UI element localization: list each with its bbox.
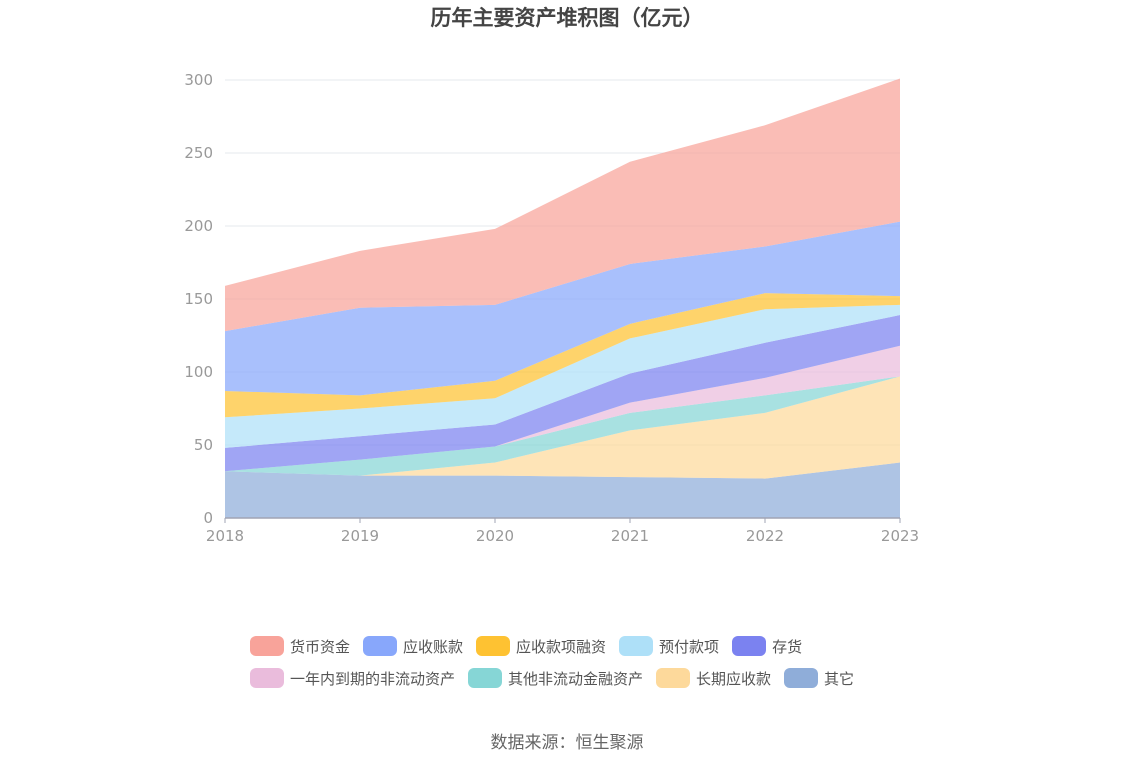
chart-title: 历年主要资产堆积图（亿元） [430, 6, 704, 30]
y-tick-label: 200 [184, 217, 213, 235]
x-tick-label: 2019 [341, 527, 379, 545]
legend: 货币资金 应收账款 应收款项融资 预付款项 存货 一年内到期的非流动资产 其他非流动金融资… [250, 630, 930, 694]
legend-label: 应收款项融资 [516, 637, 607, 656]
legend-swatch [250, 636, 284, 656]
legend-label: 存货 [772, 637, 803, 656]
area-series [225, 376, 900, 479]
legend-label: 其他非流动金融资产 [508, 669, 644, 688]
legend-item[interactable]: 一年内到期的非流动资产 [250, 668, 455, 689]
legend-label: 预付款项 [659, 637, 720, 656]
legend-item[interactable]: 存货 [732, 636, 802, 657]
legend-item[interactable]: 其他非流动金融资产 [468, 668, 643, 689]
legend-swatch [619, 636, 654, 656]
y-tick-label: 100 [184, 363, 213, 381]
legend-swatch [784, 668, 819, 688]
area-series [225, 221, 900, 396]
legend-item[interactable]: 预付款项 [619, 636, 719, 657]
x-tick-label: 2022 [746, 527, 784, 545]
legend-label: 一年内到期的非流动资产 [290, 669, 456, 688]
legend-swatch [468, 668, 503, 688]
legend-item[interactable]: 应收账款 [363, 636, 463, 657]
y-tick-label: 150 [184, 290, 213, 308]
y-tick-label: 50 [194, 436, 213, 454]
legend-row: 一年内到期的非流动资产 其他非流动金融资产 长期应收款 其它 [250, 662, 930, 694]
legend-item[interactable]: 其它 [784, 668, 854, 689]
area-series [225, 78, 900, 332]
area-series [225, 376, 900, 476]
legend-swatch [476, 636, 511, 656]
legend-swatch [250, 668, 284, 688]
legend-label: 其它 [824, 669, 855, 688]
x-tick-label: 2018 [206, 527, 244, 545]
legend-label: 应收账款 [403, 637, 464, 656]
legend-swatch [363, 636, 398, 656]
legend-label: 长期应收款 [696, 669, 772, 688]
legend-swatch [656, 668, 691, 688]
legend-item[interactable]: 货币资金 [250, 636, 350, 657]
y-tick-label: 250 [184, 144, 213, 162]
legend-row: 货币资金 应收账款 应收款项融资 预付款项 存货 [250, 630, 930, 662]
y-tick-label: 300 [184, 71, 213, 89]
area-series [225, 462, 900, 518]
x-tick-label: 2021 [611, 527, 649, 545]
x-tick-label: 2020 [476, 527, 514, 545]
legend-swatch [732, 636, 767, 656]
legend-label: 货币资金 [290, 637, 351, 656]
legend-item[interactable]: 应收款项融资 [476, 636, 606, 657]
source-text: 数据来源：恒生聚源 [490, 733, 644, 753]
x-tick-label: 2023 [881, 527, 919, 545]
area-series [225, 315, 900, 472]
stacked-area-chart: 0 50 100 150 200 250 300 2018 2019 2020 2021 2022 20… [184, 71, 919, 545]
legend-item[interactable]: 长期应收款 [656, 668, 771, 689]
area-series [225, 304, 900, 448]
y-tick-label: 0 [203, 509, 213, 527]
area-series [225, 293, 900, 418]
